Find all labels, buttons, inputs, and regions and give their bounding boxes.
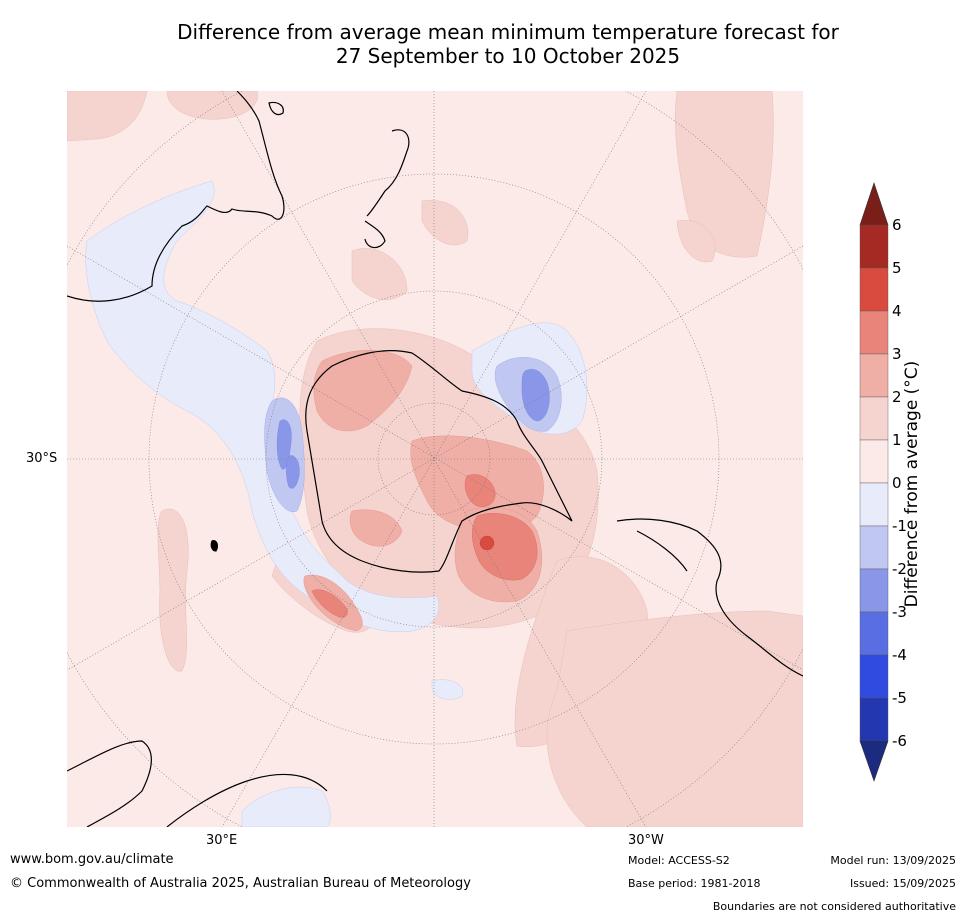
colorbar-bin [859, 482, 889, 527]
colorbar-bin [859, 353, 889, 398]
colorbar-bin [859, 224, 889, 269]
copyright-text: © Commonwealth of Australia 2025, Austra… [10, 876, 471, 891]
colorbar-bin [859, 396, 889, 441]
model-text: Model: ACCESS-S2 [628, 854, 730, 867]
colorbar-bin [859, 310, 889, 355]
colorbar-tick-label: -1 [892, 517, 907, 535]
anomaly-4-to-5 [479, 535, 495, 551]
lon-label-30e: 30°E [206, 833, 238, 848]
title-line-2: 27 September to 10 October 2025 [335, 44, 681, 68]
colorbar-tick-label: 5 [892, 259, 902, 277]
colorbar-tick-label: 1 [892, 431, 902, 449]
anomaly-minus3-to-minus2 [276, 369, 550, 489]
lon-label-30w: 30°W [628, 833, 664, 848]
model-run-text: Model run: 13/09/2025 [830, 854, 956, 867]
disclaimer-text: Boundaries are not considered authoritat… [712, 900, 956, 913]
colorbar-bin [859, 697, 889, 742]
colorbar-bin [859, 568, 889, 613]
graticule [67, 91, 803, 827]
colorbar-bin [859, 611, 889, 656]
colorbar-bin [859, 654, 889, 699]
colorbar-tick-label: -5 [892, 689, 907, 707]
colorbar-tick-label: 2 [892, 388, 902, 406]
colorbar-title: Difference from average (°C) [902, 360, 922, 608]
colorbar-bin [859, 439, 889, 484]
colorbar-bin [859, 525, 889, 570]
issued-text: Issued: 15/09/2025 [849, 877, 956, 890]
title-line-1: Difference from average mean minimum tem… [177, 20, 839, 44]
polar-map [67, 91, 803, 827]
colorbar-bin [859, 267, 889, 312]
colorbar-tick-label: -2 [892, 560, 907, 578]
anomaly-3-to-4 [311, 474, 538, 618]
coastlines [67, 91, 803, 827]
colorbar-tick-label: -6 [892, 732, 907, 750]
colorbar-under-arrow [859, 740, 889, 782]
colorbar-tick-label: -4 [892, 646, 907, 664]
website-link[interactable]: www.bom.gov.au/climate [10, 852, 174, 867]
colorbar-tick-label: 6 [892, 216, 902, 234]
colorbar-tick-label: -3 [892, 603, 907, 621]
lat-label-30s: 30°S [26, 451, 58, 466]
colorbar-tick-label: 4 [892, 302, 902, 320]
colorbar-tick-label: 3 [892, 345, 902, 363]
base-period-text: Base period: 1981-2018 [628, 877, 761, 890]
colorbar: 6 5 4 3 2 1 0 -1 -2 -3 -4 -5 -6 [859, 182, 907, 782]
colorbar-over-arrow [859, 182, 889, 226]
colorbar-tick-label: 0 [892, 474, 902, 492]
map-title: Difference from average mean minimum tem… [0, 20, 965, 68]
